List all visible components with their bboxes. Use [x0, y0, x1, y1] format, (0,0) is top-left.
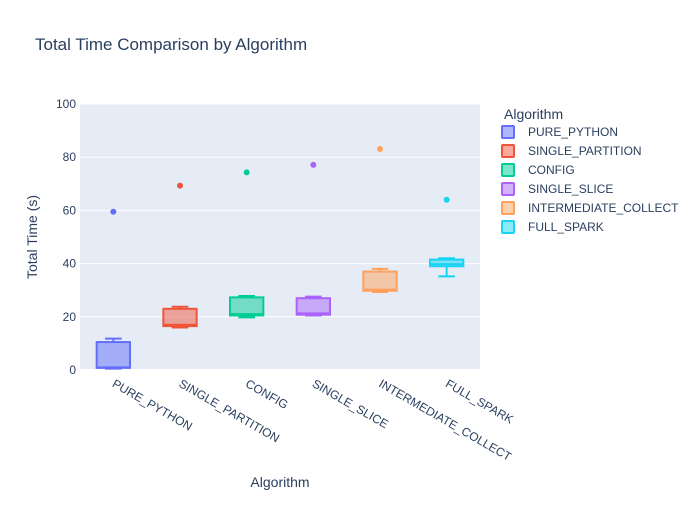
box-config[interactable]	[229, 169, 265, 319]
outlier-point[interactable]	[443, 196, 450, 203]
plot-background	[80, 104, 480, 370]
legend-label: SINGLE_SLICE	[528, 182, 613, 196]
box-full-spark[interactable]	[429, 196, 465, 278]
box-pure-python[interactable]	[95, 208, 131, 370]
box-single-partition[interactable]	[162, 182, 198, 329]
legend-swatch	[501, 144, 515, 158]
box-body	[162, 307, 198, 328]
legend-item[interactable]: INTERMEDIATE_COLLECT	[501, 201, 679, 215]
outlier-point[interactable]	[377, 145, 383, 152]
legend-swatch	[501, 201, 515, 215]
legend-swatch	[501, 125, 515, 139]
legend-label: INTERMEDIATE_COLLECT	[528, 201, 679, 215]
x-axis-label: Algorithm	[250, 474, 309, 490]
box-body	[362, 270, 398, 292]
legend-item[interactable]: FULL_SPARK	[501, 220, 604, 234]
y-axis-label: Total Time (s)	[24, 195, 40, 279]
legend-label: FULL_SPARK	[528, 220, 604, 234]
legend-item[interactable]: SINGLE_SLICE	[501, 182, 613, 196]
legend-swatch	[501, 220, 515, 234]
legend-label: PURE_PYTHON	[528, 125, 618, 139]
gridlines	[80, 103, 480, 371]
boxes	[95, 145, 465, 370]
outlier-point[interactable]	[310, 161, 317, 168]
legend-item[interactable]: SINGLE_PARTITION	[501, 144, 642, 158]
y-tick-label: 0	[69, 363, 76, 377]
y-tick-label: 60	[63, 203, 77, 217]
box-single-slice[interactable]	[295, 161, 331, 317]
outlier-point[interactable]	[243, 169, 250, 176]
legend-swatch	[501, 163, 515, 177]
legend-title: Algorithm	[504, 106, 563, 122]
legend-label: CONFIG	[528, 163, 575, 177]
y-tick-label: 20	[63, 310, 77, 324]
box-body	[95, 341, 131, 369]
box-body	[295, 297, 331, 316]
x-tick-label: CONFIG	[243, 376, 290, 411]
box-body	[429, 258, 465, 268]
legend-swatch	[501, 182, 515, 196]
outlier-point[interactable]	[110, 208, 117, 215]
box-intermediate-collect[interactable]	[362, 145, 398, 294]
y-tick-label: 40	[63, 257, 77, 271]
legend-item[interactable]: PURE_PYTHON	[501, 125, 618, 139]
y-tick-label: 80	[63, 150, 77, 164]
box-body	[229, 296, 265, 317]
legend-label: SINGLE_PARTITION	[528, 144, 642, 158]
y-tick-label: 100	[56, 97, 76, 111]
legend[interactable]: PURE_PYTHON SINGLE_PARTITION CONFIG SINGLE_…	[501, 125, 679, 234]
legend-item[interactable]: CONFIG	[501, 163, 575, 177]
y-tick-labels: 0 20 40 60 80 100	[56, 97, 76, 377]
chart-title: Total Time Comparison by Algorithm	[35, 35, 307, 54]
outlier-point[interactable]	[177, 182, 183, 189]
